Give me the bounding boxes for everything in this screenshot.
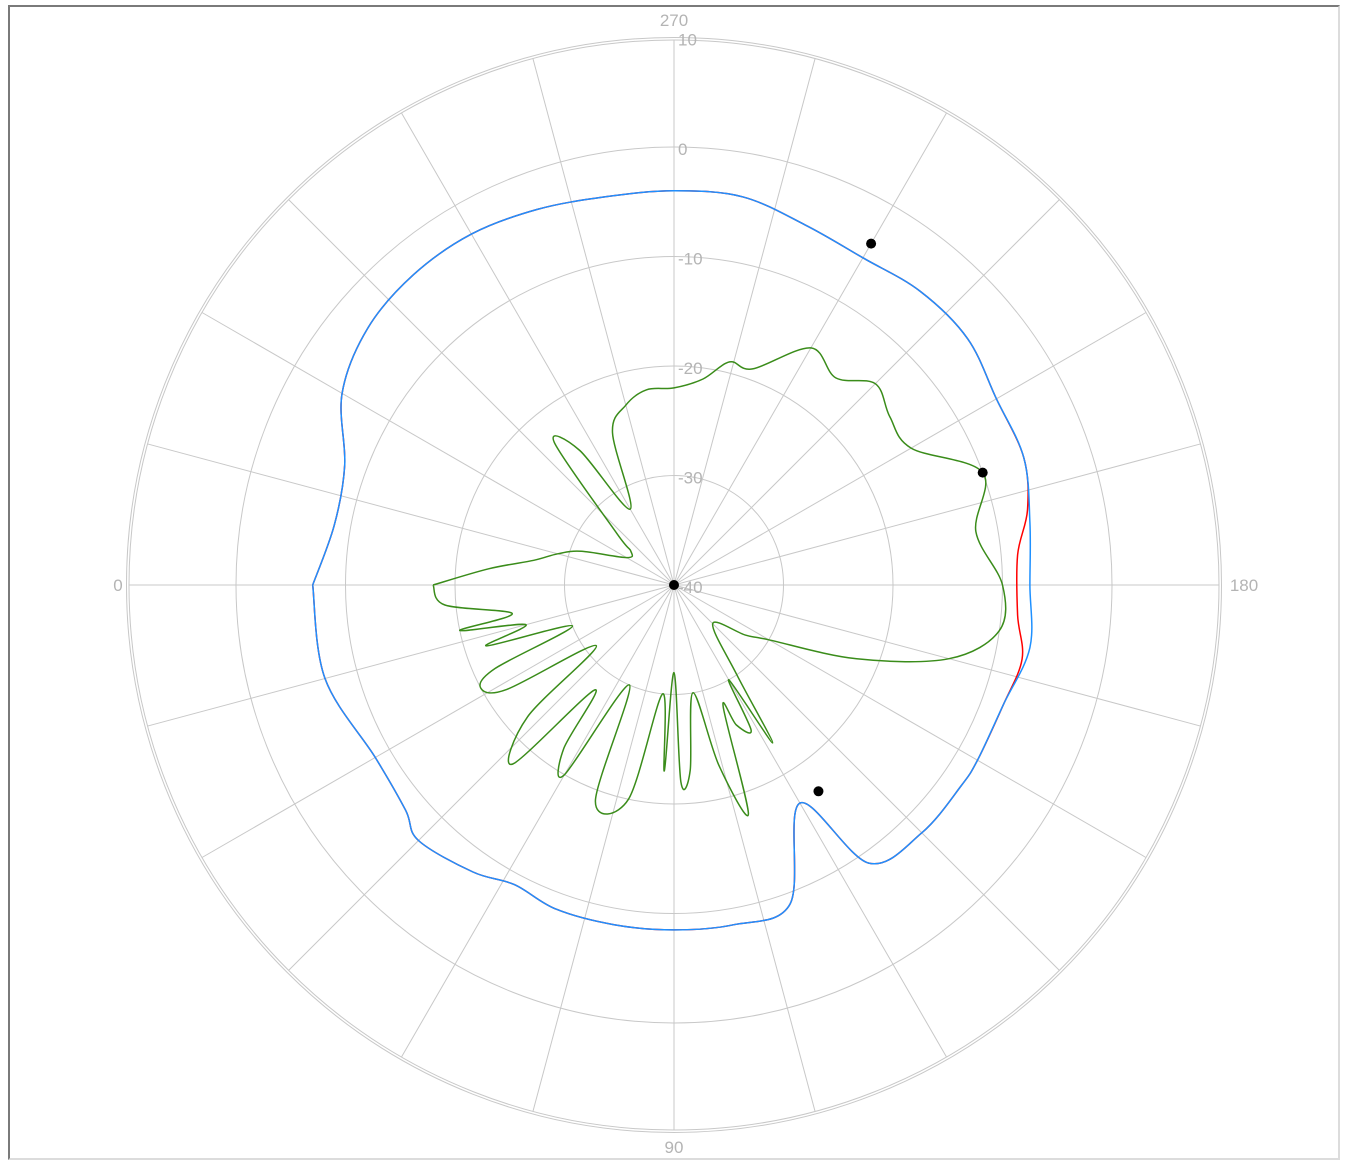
grid-spoke [288,199,675,586]
angle-label-0: 0 [113,576,122,595]
grid-spoke [288,584,675,971]
series-line-0 [311,190,1033,931]
grid-spoke [147,584,675,727]
grid-spoke [401,112,675,586]
radial-label: -10 [678,250,703,269]
grid-spoke [673,584,1201,727]
grid-spoke [401,584,675,1058]
grid-spoke [673,584,816,1112]
angle-label-180: 180 [1230,576,1258,595]
grid-spoke [201,312,675,586]
radial-label: 10 [678,31,697,50]
grid-spoke [673,112,947,586]
grid-spoke [673,584,1147,858]
marker-point-2 [977,467,988,478]
angle-label-90: 90 [665,1138,684,1157]
traces [311,190,1033,931]
grid-spoke [532,584,675,1112]
radial-label: -20 [678,359,703,378]
grid-spoke [201,584,675,858]
radial-label: -30 [678,469,703,488]
series-line-1 [311,190,1029,931]
grid-spoke [673,584,947,1058]
grid-spoke [673,443,1201,586]
radial-label: 0 [678,140,687,159]
grid-spoke [673,58,816,586]
grid [126,37,1222,1133]
grid-spoke [532,58,675,586]
grid-spoke [673,584,1060,971]
angle-label-270: 270 [660,11,688,30]
markers [669,238,988,797]
series-line-2 [432,347,1007,817]
grid-circle [126,37,1222,1133]
grid-spoke [673,312,1147,586]
marker-point-0 [669,580,679,590]
radial-label: -40 [678,578,703,597]
grid-spoke [147,443,675,586]
marker-point-1 [813,786,824,797]
grid-spoke [673,199,1060,586]
marker-point-3 [866,238,877,249]
